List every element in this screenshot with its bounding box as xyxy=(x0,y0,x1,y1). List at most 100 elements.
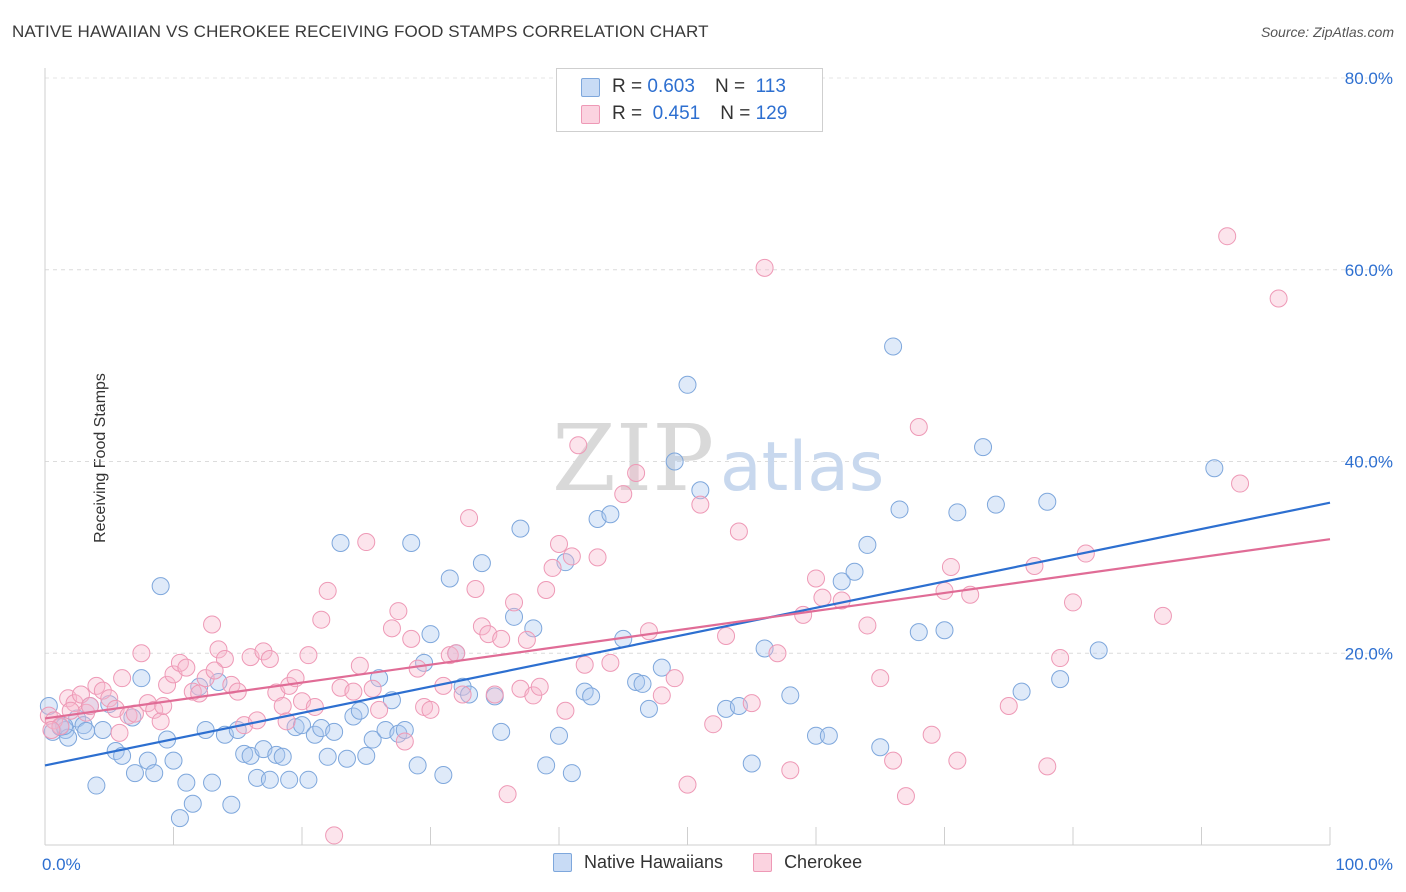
point-cherokee xyxy=(110,723,129,742)
watermark: ZIP atlas xyxy=(552,405,884,512)
legend-swatch-pink xyxy=(753,853,773,872)
point-native-hawaiians xyxy=(337,749,356,768)
point-native-hawaiians xyxy=(299,770,318,789)
point-cherokee xyxy=(492,629,511,648)
point-native-hawaiians xyxy=(460,685,479,704)
point-cherokee xyxy=(260,650,279,669)
legend-label: Cherokee xyxy=(784,852,863,872)
point-cherokee xyxy=(299,646,318,665)
point-cherokee xyxy=(132,644,151,663)
point-cherokee xyxy=(575,655,594,674)
point-native-hawaiians xyxy=(627,673,646,692)
point-cherokee xyxy=(505,593,524,612)
point-cherokee xyxy=(100,689,119,708)
series-legend: Native Hawaiians Cherokee xyxy=(553,852,892,873)
point-native-hawaiians xyxy=(948,503,967,522)
point-native-hawaiians xyxy=(511,519,530,538)
n-value: 113 xyxy=(755,76,786,97)
point-cherokee xyxy=(768,644,787,663)
point-native-hawaiians xyxy=(1051,670,1070,689)
point-cherokee xyxy=(39,706,58,725)
point-cherokee xyxy=(896,787,915,806)
point-native-hawaiians xyxy=(222,795,241,814)
r-label: R = xyxy=(612,76,643,97)
point-cherokee xyxy=(717,626,736,645)
point-cherokee xyxy=(357,533,376,552)
point-cherokee xyxy=(588,548,607,567)
point-native-hawaiians xyxy=(151,577,170,596)
point-cherokee xyxy=(344,682,363,701)
point-native-hawaiians xyxy=(235,744,254,763)
point-cherokee xyxy=(1153,606,1172,625)
point-native-hawaiians xyxy=(505,607,524,626)
data-points xyxy=(39,227,1288,845)
point-native-hawaiians xyxy=(196,720,215,739)
point-native-hawaiians xyxy=(832,572,851,591)
point-cherokee xyxy=(190,684,209,703)
point-native-hawaiians xyxy=(183,794,202,813)
point-cherokee xyxy=(498,785,517,804)
point-native-hawaiians xyxy=(1089,641,1108,660)
trend-line-native-hawaiians xyxy=(44,501,1331,767)
point-native-hawaiians xyxy=(562,764,581,783)
point-cherokee xyxy=(440,646,459,665)
grid-lines xyxy=(45,77,1392,654)
point-native-hawaiians xyxy=(177,773,196,792)
point-native-hawaiians xyxy=(267,745,286,764)
point-native-hawaiians xyxy=(408,756,427,775)
point-cherokee xyxy=(807,569,825,588)
point-cherokee xyxy=(51,717,70,736)
point-native-hawaiians xyxy=(884,337,903,356)
point-native-hawaiians xyxy=(1205,459,1224,478)
x-tick-label: 100.0% xyxy=(1335,855,1393,874)
n-value: 129 xyxy=(755,103,788,124)
point-cherokee xyxy=(203,615,222,634)
y-tick-label: 60.0% xyxy=(1345,261,1393,280)
point-native-hawaiians xyxy=(325,722,344,741)
legend-item-cherokee: Cherokee xyxy=(753,852,862,873)
point-cherokee xyxy=(871,669,890,688)
point-native-hawaiians xyxy=(440,569,459,588)
r-label: R = xyxy=(612,103,643,124)
point-cherokee xyxy=(704,715,723,734)
point-native-hawaiians xyxy=(293,716,311,735)
point-native-hawaiians xyxy=(909,623,928,642)
source-credit: Source: ZipAtlas.com xyxy=(1260,24,1394,40)
point-native-hawaiians xyxy=(665,452,684,471)
watermark-atlas: atlas xyxy=(720,428,884,507)
point-cherokee xyxy=(601,653,620,672)
legend-row-cherokee: R = 0.451 N = 129 xyxy=(581,103,787,125)
stats-legend: R = 0.603 N = 113 R = 0.451 N = 129 xyxy=(556,68,823,132)
point-native-hawaiians xyxy=(858,535,877,554)
point-cherokee xyxy=(562,547,581,566)
point-native-hawaiians xyxy=(145,764,164,783)
point-native-hawaiians xyxy=(871,738,890,757)
point-cherokee xyxy=(948,751,967,770)
point-cherokee xyxy=(205,661,224,680)
y-tick-label: 80.0% xyxy=(1345,69,1393,88)
point-native-hawaiians xyxy=(639,699,658,718)
point-cherokee xyxy=(325,826,344,845)
n-label: N = xyxy=(714,76,746,97)
point-cherokee xyxy=(1269,289,1288,308)
point-native-hawaiians xyxy=(273,747,292,766)
x-tick-label: 0.0% xyxy=(42,855,81,874)
point-native-hawaiians xyxy=(305,725,324,744)
point-cherokee xyxy=(729,522,748,541)
point-cherokee xyxy=(1038,757,1057,776)
r-value: 0.451 xyxy=(652,103,701,124)
point-native-hawaiians xyxy=(132,669,151,688)
point-cherokee xyxy=(614,485,633,504)
point-native-hawaiians xyxy=(652,658,671,677)
legend-item-native-hawaiians: Native Hawaiians xyxy=(553,852,723,873)
point-native-hawaiians xyxy=(125,764,144,783)
point-cherokee xyxy=(755,258,774,277)
point-cherokee xyxy=(543,558,562,577)
point-cherokee xyxy=(318,581,337,600)
point-cherokee xyxy=(517,630,536,649)
y-tick-label: 20.0% xyxy=(1345,644,1393,663)
point-native-hawaiians xyxy=(537,756,556,775)
axes xyxy=(44,68,1331,846)
point-cherokee xyxy=(742,694,761,713)
